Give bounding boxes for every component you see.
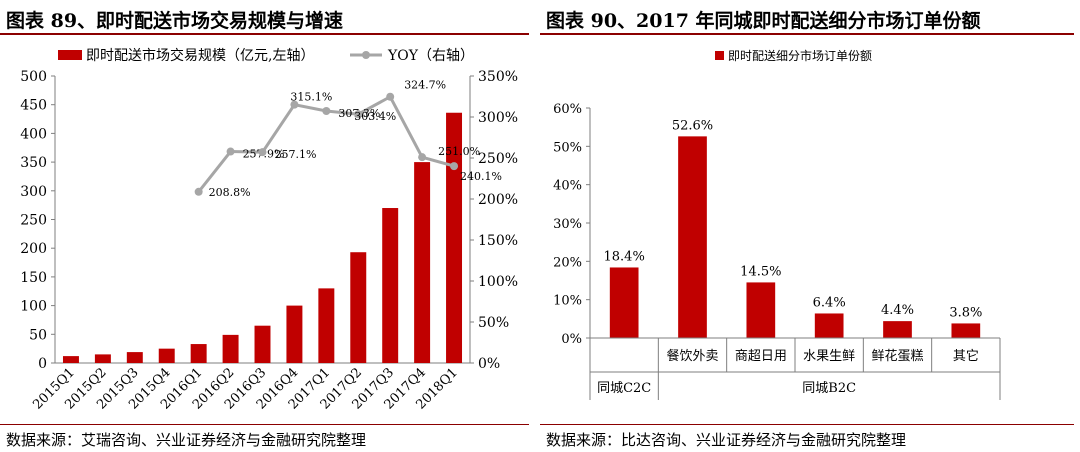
y-tick-label: 10% [553, 294, 582, 309]
y-tick-label: 30% [553, 217, 582, 232]
yoy-data-label: 240.1% [460, 170, 502, 183]
left-y-tick-label: 50 [29, 327, 47, 343]
left-title-rule [0, 33, 529, 35]
left-figure: 图表 89、即时配送市场交易规模与增速 即时配送市场交易规模（亿元,左轴） YOY… [0, 0, 535, 452]
yoy-data-label: 208.8% [209, 186, 251, 199]
bar-2018q1 [446, 112, 463, 364]
left-figure-title: 图表 89、即时配送市场交易规模与增速 [6, 10, 344, 32]
x-group-label: 同城C2C [597, 381, 651, 396]
right-y-tick-label: 150% [478, 233, 518, 249]
bar-value-label: 52.6% [672, 118, 713, 133]
right-y-tick-label: 350% [478, 69, 518, 85]
left-y-tick-label: 200 [20, 241, 47, 257]
yoy-data-label: 324.7% [404, 79, 446, 92]
bar-2016q3 [254, 325, 271, 363]
left-y-tick-label: 150 [20, 270, 47, 286]
legend-swatch [715, 51, 724, 60]
left-y-tick-label: 250 [20, 213, 47, 229]
yoy-data-label: 303.4% [354, 110, 396, 123]
bar-3 [746, 282, 776, 338]
right-y-tick-label: 0% [478, 356, 500, 372]
left-y-tick-label: 500 [20, 69, 47, 85]
right-y-tick-label: 50% [478, 315, 509, 331]
legend-label-line: YOY（右轴） [387, 48, 474, 64]
bar-value-label: 6.4% [813, 295, 846, 310]
legend-marker-line [362, 51, 370, 59]
bar-value-label: 18.4% [604, 249, 645, 264]
bar-value-label: 14.5% [740, 264, 781, 279]
right-source-rule [540, 424, 1074, 425]
x-tick-label: 餐饮外卖 [666, 348, 718, 364]
yoy-point [226, 147, 235, 156]
legend-label-bar: 即时配送市场交易规模（亿元,左轴） [86, 47, 314, 64]
right-figure: 图表 90、2017 年同城即时配送细分市场订单份额 即时配送细分市场订单份额 0… [540, 0, 1080, 452]
y-tick-label: 0% [561, 332, 582, 347]
left-y-tick-label: 0 [38, 356, 47, 372]
bar-2017q2 [350, 252, 367, 363]
right-source-note: 数据来源：比达咨询、兴业证券经济与金融研究院整理 [546, 431, 907, 449]
x-tick-label: 鲜花蛋糕 [871, 348, 923, 364]
yoy-point [290, 100, 299, 109]
bar-2016q2 [222, 334, 239, 363]
yoy-data-label: 257.1% [275, 148, 317, 161]
x-tick-label: 其它 [953, 348, 979, 364]
yoy-point [418, 153, 427, 162]
legend-label: 即时配送细分市场订单份额 [728, 48, 872, 63]
bar-2017q4 [414, 162, 431, 363]
yoy-point [194, 187, 203, 196]
left-y-tick-label: 300 [20, 184, 47, 200]
right-y-tick-label: 200% [478, 192, 518, 208]
y-tick-label: 40% [553, 179, 582, 194]
bar-value-label: 3.8% [949, 305, 982, 320]
bar-value-label: 4.4% [881, 303, 914, 318]
yoy-data-label: 315.1% [290, 91, 332, 104]
x-tick-label: 商超日用 [735, 349, 787, 364]
right-y-tick-label: 300% [478, 110, 518, 126]
bar-1 [609, 267, 639, 338]
left-source-rule [0, 424, 529, 425]
right-title-rule [540, 33, 1074, 35]
bar-2015q4 [158, 348, 175, 363]
legend-swatch-bar [58, 50, 82, 60]
left-y-tick-label: 100 [20, 299, 47, 315]
yoy-point [450, 162, 459, 171]
right-y-tick-label: 250% [478, 151, 518, 167]
y-tick-label: 20% [553, 255, 582, 270]
right-figure-title: 图表 90、2017 年同城即时配送细分市场订单份额 [546, 10, 981, 32]
x-tick-label: 水果生鲜 [803, 349, 855, 364]
yoy-point [386, 92, 395, 101]
bar-2015q3 [126, 352, 143, 363]
left-chart: 即时配送市场交易规模（亿元,左轴） YOY（右轴） 0 50 100 150 200 250 3… [20, 47, 518, 413]
bar-2016q1 [190, 344, 207, 363]
bar-2017q1 [318, 288, 335, 363]
bar-2016q4 [286, 305, 303, 363]
yoy-point [322, 107, 331, 116]
bar-4 [814, 313, 844, 338]
bar-6 [951, 323, 981, 338]
bar-2015q2 [94, 354, 111, 363]
left-y-tick-label: 350 [20, 155, 47, 171]
yoy-point [258, 148, 267, 157]
left-source-note: 数据来源：艾瑞咨询、兴业证券经济与金融研究院整理 [6, 431, 367, 449]
bar-5 [883, 321, 912, 338]
yoy-point [354, 110, 363, 119]
y-tick-label: 50% [553, 140, 582, 155]
right-chart: 即时配送细分市场订单份额 0% 10% 20% 30% 40% 50% 60% 18.4% 52.… [553, 48, 1001, 400]
yoy-data-label: 251.0% [438, 145, 480, 158]
x-group-label: 同城B2C [802, 381, 856, 396]
bar-2017q3 [382, 208, 399, 363]
bar-2 [678, 136, 707, 338]
y-tick-label: 60% [553, 102, 582, 117]
left-y-tick-label: 400 [20, 126, 47, 142]
left-y-tick-label: 450 [20, 98, 47, 114]
bar-2015q1 [62, 356, 79, 363]
right-y-tick-label: 100% [478, 274, 518, 290]
